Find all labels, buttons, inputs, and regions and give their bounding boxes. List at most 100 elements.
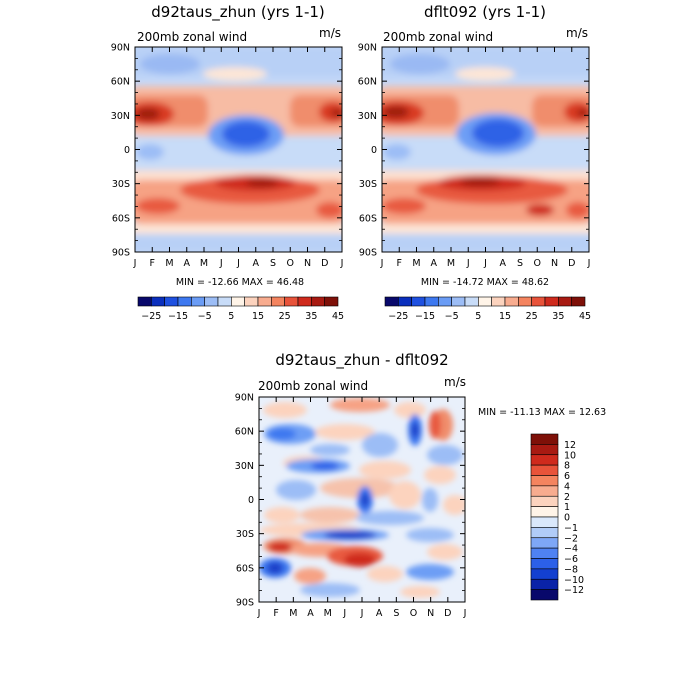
colorbar-swatch: [571, 296, 586, 307]
colorbar-swatch: [217, 296, 232, 307]
y-tick-label: 90N: [235, 393, 254, 404]
colorbar-swatch: [324, 296, 339, 307]
panel-c-field: [259, 397, 465, 602]
colorbar-swatch: [530, 454, 559, 466]
colorbar-label: 15: [499, 311, 511, 322]
x-tick-label: J: [587, 258, 591, 269]
x-tick-label: M: [412, 258, 420, 269]
colorbar-swatch: [384, 296, 399, 307]
x-tick-label: J: [236, 258, 240, 269]
colorbar-label: 6: [564, 471, 570, 482]
x-tick-label: J: [219, 258, 223, 269]
x-tick-label: M: [324, 608, 332, 619]
panel-b-field: [382, 47, 589, 252]
colorbar-swatch: [530, 547, 559, 559]
x-tick-label: D: [321, 258, 328, 269]
colorbar-label: 15: [252, 311, 264, 322]
y-tick-label: 60N: [358, 77, 377, 88]
x-tick-label: A: [307, 608, 314, 619]
y-tick-label: 30N: [235, 461, 254, 472]
colorbar-swatch: [530, 537, 559, 549]
y-tick-label: 60S: [112, 213, 130, 224]
panel-a-units: m/s: [319, 26, 341, 40]
colorbar-swatch: [530, 589, 559, 601]
y-tick-label: 0: [371, 145, 377, 156]
colorbar-swatch: [504, 296, 519, 307]
panel-c: d92taus_zhun - dflt092 200mb zonal wind …: [235, 351, 606, 619]
colorbar-swatch: [311, 296, 325, 307]
panel-c-title: d92taus_zhun - dflt092: [275, 351, 448, 370]
x-tick-label: A: [500, 258, 507, 269]
x-tick-label: J: [340, 258, 344, 269]
panel-a-colorbar: −25 −15 −5 5 15 25 35 45: [137, 296, 344, 322]
panel-c-min-max: MIN = -11.13 MAX = 12.63: [478, 407, 606, 418]
x-tick-label: J: [380, 258, 384, 269]
y-tick-label: 0: [124, 145, 130, 156]
colorbar-swatch: [438, 296, 452, 307]
x-tick-label: J: [463, 608, 467, 619]
panel-b-min-max: MIN = -14.72 MAX = 48.62: [421, 277, 549, 288]
colorbar-label: 0: [564, 513, 570, 524]
colorbar-label: −4: [564, 544, 578, 555]
panel-a-field: [135, 47, 342, 252]
y-tick-label: 90S: [112, 248, 130, 259]
colorbar-swatch: [530, 433, 559, 445]
colorbar-swatch: [411, 296, 426, 307]
x-tick-label: J: [483, 258, 487, 269]
x-tick-label: S: [393, 608, 399, 619]
colorbar-label: −5: [445, 311, 459, 322]
y-tick-label: 90S: [236, 598, 254, 609]
colorbar-label: −2: [564, 533, 578, 544]
colorbar-label: −15: [415, 311, 435, 322]
colorbar-swatch: [558, 296, 572, 307]
y-tick-label: 30S: [112, 179, 130, 190]
colorbar-label: −15: [168, 311, 188, 322]
x-tick-label: A: [184, 258, 191, 269]
colorbar-swatch: [530, 506, 559, 518]
x-tick-label: N: [304, 258, 311, 269]
colorbar-label: 45: [579, 311, 591, 322]
colorbar-swatch: [530, 558, 559, 570]
x-tick-label: J: [360, 608, 364, 619]
y-tick-label: 30S: [359, 179, 377, 190]
panel-a: d92taus_zhun (yrs 1-1) 200mb zonal wind …: [111, 3, 344, 322]
x-tick-label: N: [427, 608, 434, 619]
x-tick-label: M: [200, 258, 208, 269]
y-tick-label: 60N: [235, 427, 254, 438]
colorbar-label: 25: [279, 311, 291, 322]
colorbar-swatch: [284, 296, 299, 307]
y-tick-label: 90S: [359, 248, 377, 259]
colorbar-swatch: [231, 296, 245, 307]
x-tick-label: A: [253, 258, 260, 269]
colorbar-swatch: [530, 568, 559, 580]
colorbar-swatch: [297, 296, 312, 307]
colorbar-label: 5: [475, 311, 481, 322]
colorbar-label: −1: [564, 523, 578, 534]
colorbar-swatch: [530, 495, 559, 507]
colorbar-swatch: [451, 296, 466, 307]
y-tick-label: 0: [248, 495, 254, 506]
colorbar-label: 25: [526, 311, 538, 322]
x-tick-label: O: [287, 258, 294, 269]
y-tick-label: 90N: [111, 43, 130, 54]
colorbar-swatch: [530, 578, 559, 590]
panel-b: dflt092 (yrs 1-1) 200mb zonal wind m/s: [358, 3, 591, 322]
colorbar-label: 45: [332, 311, 344, 322]
panel-b-left-string: 200mb zonal wind: [383, 30, 493, 44]
panel-a-left-string: 200mb zonal wind: [137, 30, 247, 44]
y-tick-label: 30N: [111, 111, 130, 122]
panel-b-colorbar: −25 −15 −5 5 15 25 35 45: [384, 296, 591, 322]
colorbar-swatch: [530, 475, 559, 487]
colorbar-label: −6: [564, 554, 578, 565]
x-tick-label: M: [165, 258, 173, 269]
colorbar-swatch: [530, 464, 559, 476]
colorbar-label: −8: [564, 564, 578, 575]
y-tick-label: 60S: [236, 563, 254, 574]
x-tick-label: D: [444, 608, 451, 619]
x-tick-label: F: [273, 608, 278, 619]
colorbar-swatch: [424, 296, 439, 307]
colorbar-label: 10: [564, 450, 576, 461]
